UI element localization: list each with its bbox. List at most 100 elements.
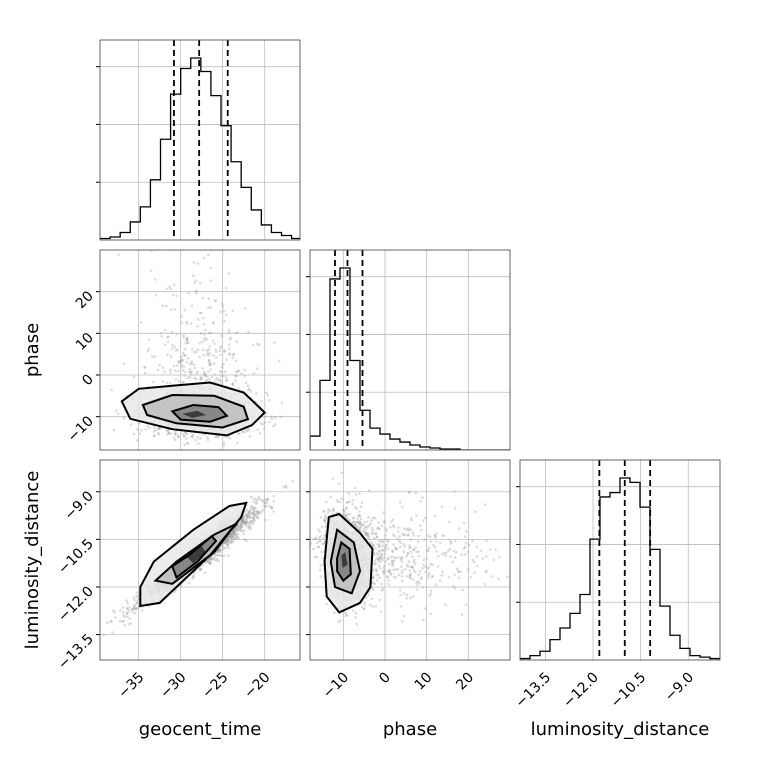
scatter-panel-geocent-time-vs-luminosity-distance-point: [244, 518, 248, 521]
scatter-panel-geocent-time-vs-phase-point: [112, 428, 116, 432]
scatter-panel-geocent-time-vs-phase-point: [199, 377, 202, 380]
scatter-panel-geocent-time-vs-luminosity-distance-point: [230, 534, 234, 537]
scatter-panel-geocent-time-vs-luminosity-distance-point: [128, 617, 131, 621]
scatter-panel-geocent-time-vs-luminosity-distance-point: [239, 522, 242, 525]
scatter-panel-geocent-time-vs-phase-point: [147, 347, 150, 351]
scatter-panel-geocent-time-vs-phase-point: [204, 374, 207, 377]
scatter-panel-phase-vs-luminosity-distance-point: [452, 549, 455, 553]
scatter-panel-phase-vs-luminosity-distance-point: [423, 516, 427, 520]
scatter-panel-geocent-time-vs-phase-point: [190, 322, 193, 325]
scatter-panel-geocent-time-vs-luminosity-distance-point: [241, 523, 244, 527]
scatter-panel-geocent-time-vs-luminosity-distance-point: [136, 606, 139, 610]
scatter-panel-geocent-time-vs-luminosity-distance-point: [240, 524, 243, 528]
scatter-panel-geocent-time-vs-luminosity-distance-point: [254, 498, 257, 502]
scatter-panel-phase-vs-luminosity-distance-point: [409, 538, 412, 541]
scatter-panel-geocent-time-vs-luminosity-distance-point: [208, 557, 211, 561]
scatter-panel-geocent-time-vs-phase-point: [211, 321, 215, 325]
scatter-panel-phase-vs-luminosity-distance-point: [355, 521, 358, 524]
scatter-panel-phase-vs-luminosity-distance-point: [412, 548, 416, 552]
scatter-panel-geocent-time-vs-phase-point: [219, 353, 222, 357]
scatter-panel-geocent-time-vs-luminosity-distance-point: [232, 530, 235, 534]
scatter-panel-phase-vs-luminosity-distance-point: [391, 549, 394, 552]
scatter-panel-geocent-time-vs-luminosity-distance-point: [264, 501, 267, 505]
scatter-panel-geocent-time-vs-luminosity-distance-point: [243, 512, 247, 516]
scatter-panel-geocent-time-vs-luminosity-distance-point: [241, 521, 244, 524]
scatter-panel-geocent-time-vs-phase-point: [208, 352, 212, 356]
scatter-panel-phase-vs-luminosity-distance-point: [359, 522, 362, 526]
scatter-panel-geocent-time-vs-phase-point: [174, 432, 178, 436]
scatter-panel-geocent-time-vs-phase-point: [188, 362, 192, 366]
scatter-panel-geocent-time-vs-luminosity-distance-point: [209, 556, 212, 559]
scatter-panel-phase-vs-luminosity-distance-point: [402, 550, 406, 553]
scatter-panel-geocent-time-vs-luminosity-distance-point: [249, 520, 253, 523]
scatter-panel-phase-vs-luminosity-distance-point: [370, 543, 373, 546]
scatter-panel-geocent-time-vs-luminosity-distance-point: [123, 623, 126, 627]
scatter-panel-geocent-time-vs-phase-point: [221, 363, 225, 366]
scatter-panel-geocent-time-vs-phase-point: [223, 349, 227, 353]
scatter-panel-phase-vs-luminosity-distance: [306, 459, 511, 661]
scatter-panel-geocent-time-vs-luminosity-distance-point: [241, 518, 244, 522]
scatter-panel-geocent-time-vs-phase-point: [246, 384, 250, 388]
scatter-panel-phase-vs-luminosity-distance-point: [389, 571, 393, 575]
scatter-panel-geocent-time-vs-phase-point: [194, 377, 198, 381]
scatter-panel-phase-vs-luminosity-distance-point: [467, 568, 470, 571]
scatter-panel-geocent-time-vs-phase-point: [110, 388, 113, 392]
scatter-panel-phase-vs-luminosity-distance-point: [381, 548, 384, 552]
scatter-panel-geocent-time-vs-phase-point: [219, 374, 223, 378]
scatter-panel-geocent-time-vs-phase-point: [171, 343, 174, 347]
scatter-panel-geocent-time-vs-phase-point: [212, 354, 215, 357]
scatter-panel-geocent-time-vs-luminosity-distance-point: [255, 501, 258, 504]
scatter-panel-phase-vs-luminosity-distance-point: [344, 614, 348, 617]
scatter-panel-geocent-time-vs-luminosity-distance-point: [226, 538, 229, 541]
scatter-panel-geocent-time-vs-phase-point: [165, 381, 169, 385]
scatter-panel-phase-vs-luminosity-distance-point: [417, 550, 420, 553]
scatter-panel-phase-vs-luminosity-distance-point: [348, 518, 352, 522]
scatter-panel-phase-vs-luminosity-distance-point: [381, 539, 385, 542]
scatter-panel-phase-vs-luminosity-distance-point: [382, 521, 386, 524]
scatter-panel-phase-vs-luminosity-distance-point: [385, 575, 389, 578]
scatter-panel-geocent-time-vs-luminosity-distance-point: [248, 515, 252, 519]
scatter-panel-geocent-time-vs-phase-point: [181, 432, 185, 436]
scatter-panel-geocent-time-vs-luminosity-distance-point: [215, 553, 219, 557]
scatter-panel-geocent-time-vs-phase-point: [243, 374, 247, 378]
scatter-panel-geocent-time-vs-luminosity-distance-point: [217, 549, 221, 552]
scatter-panel-geocent-time-vs-luminosity-distance-point: [251, 522, 255, 526]
scatter-panel-geocent-time-vs-luminosity-distance-point: [270, 506, 274, 510]
scatter-panel-geocent-time-vs-luminosity-distance-point: [238, 526, 242, 529]
scatter-panel-geocent-time-vs-phase-point: [207, 354, 210, 357]
scatter-panel-phase-vs-luminosity-distance-point: [372, 569, 375, 572]
scatter-panel-geocent-time-vs-phase-point: [154, 429, 157, 433]
scatter-panel-geocent-time-vs-phase-point: [194, 438, 197, 442]
scatter-panel-geocent-time-vs-luminosity-distance-point: [241, 519, 245, 523]
scatter-panel-geocent-time-vs-phase-point: [207, 358, 211, 362]
scatter-panel-phase-vs-luminosity-distance-point: [372, 551, 376, 555]
scatter-panel-geocent-time-vs-luminosity-distance-point: [239, 523, 243, 526]
scatter-panel-geocent-time-vs-luminosity-distance-point: [252, 497, 256, 501]
scatter-panel-phase-vs-luminosity-distance-point: [405, 593, 409, 597]
scatter-panel-geocent-time-vs-phase-point: [143, 371, 147, 375]
hist-panel-geocent-time-plot-area: [100, 40, 300, 240]
scatter-panel-phase-vs-luminosity-distance-point: [391, 518, 395, 522]
scatter-panel-geocent-time-vs-phase-point: [175, 332, 179, 336]
scatter-panel-phase-vs-luminosity-distance-point: [375, 573, 378, 576]
scatter-panel-phase-vs-luminosity-distance-point: [344, 506, 348, 510]
scatter-panel-geocent-time-vs-phase-point: [173, 432, 177, 436]
scatter-panel-phase-vs-luminosity-distance-point: [442, 552, 446, 555]
scatter-panel-geocent-time-vs-phase-point: [154, 293, 158, 297]
scatter-panel-geocent-time-vs-luminosity-distance-point: [237, 525, 240, 528]
scatter-panel-geocent-time-vs-phase-point: [132, 432, 135, 436]
scatter-panel-geocent-time-vs-luminosity-distance-point: [255, 510, 259, 514]
scatter-panel-geocent-time-vs-luminosity-distance-point: [224, 546, 227, 550]
scatter-panel-phase-vs-luminosity-distance-point: [392, 555, 396, 559]
scatter-panel-geocent-time-vs-phase-point: [202, 323, 206, 326]
scatter-panel-phase-vs-luminosity-distance-point: [405, 554, 409, 558]
scatter-panel-geocent-time-vs-phase-point: [172, 436, 176, 440]
scatter-panel-geocent-time-vs-luminosity-distance-point: [217, 553, 220, 557]
scatter-panel-phase-vs-luminosity-distance-point: [428, 594, 432, 597]
scatter-panel-phase-vs-luminosity-distance-point: [409, 545, 413, 549]
scatter-panel-geocent-time-vs-phase-point: [190, 435, 193, 438]
scatter-panel-geocent-time-vs-phase-point: [186, 442, 189, 445]
scatter-panel-geocent-time-vs-phase-point: [160, 331, 163, 335]
scatter-panel-phase-vs-luminosity-distance-point: [444, 603, 447, 606]
scatter-panel-geocent-time-vs-luminosity-distance-point: [239, 523, 243, 526]
